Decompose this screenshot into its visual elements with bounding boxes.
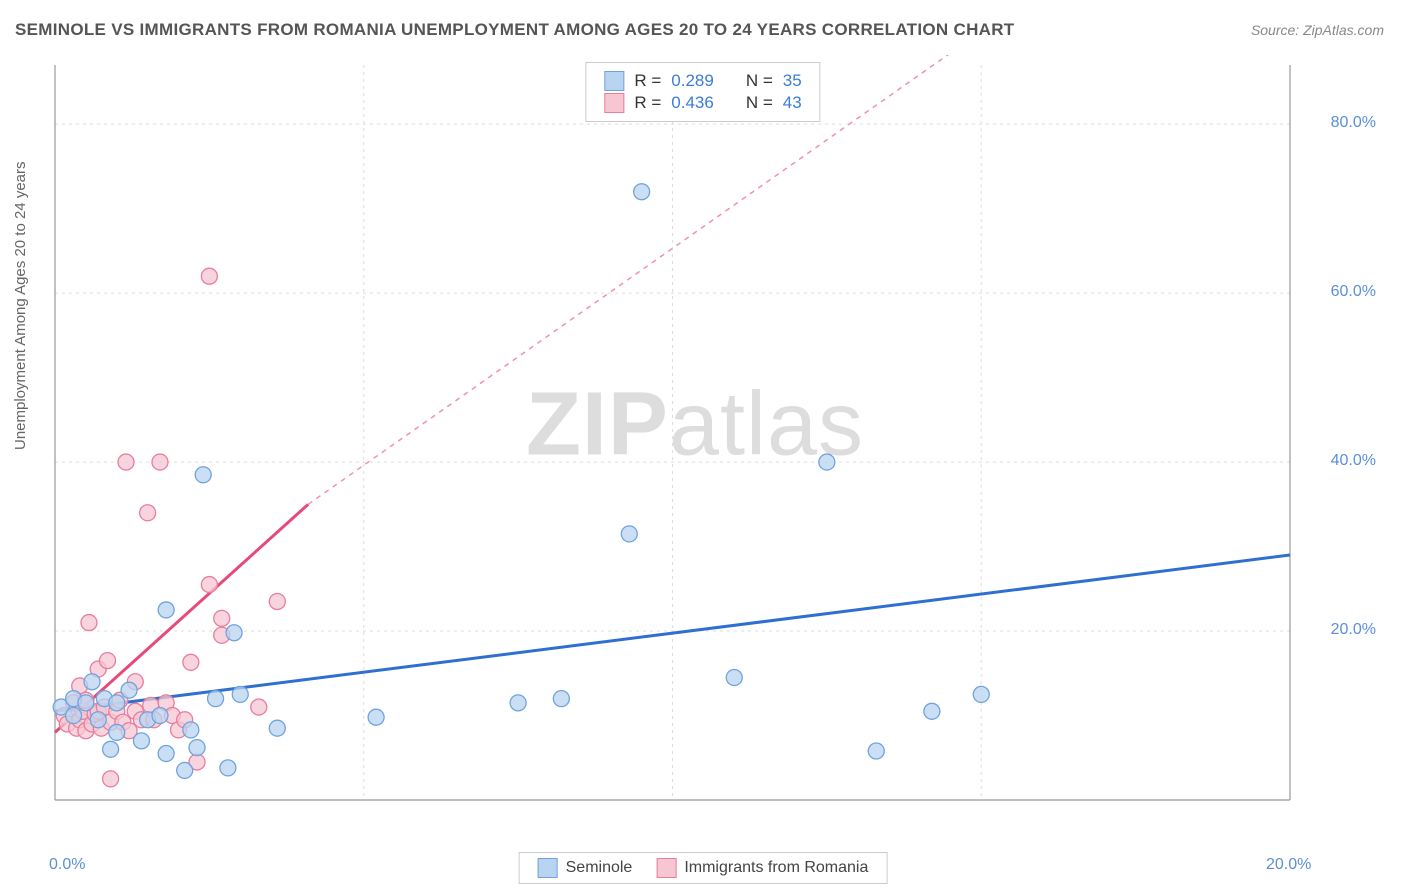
x-tick-label: 20.0% <box>1266 856 1311 874</box>
legend-n-label: N = <box>746 93 773 113</box>
y-tick-label: 40.0% <box>1331 452 1376 470</box>
correlation-legend: R = 0.289 N = 35 R = 0.436 N = 43 <box>585 62 820 122</box>
legend-swatch <box>604 71 624 91</box>
x-tick-label: 0.0% <box>49 856 85 874</box>
legend-swatch <box>656 858 676 878</box>
legend-n-label: N = <box>746 71 773 91</box>
legend-series-item: Seminole <box>538 858 633 878</box>
legend-n-value: 35 <box>783 71 802 91</box>
y-tick-label: 20.0% <box>1331 621 1376 639</box>
series-legend: Seminole Immigrants from Romania <box>519 852 888 884</box>
legend-n-value: 43 <box>783 93 802 113</box>
y-tick-label: 80.0% <box>1331 114 1376 132</box>
legend-series-label: Seminole <box>566 859 633 877</box>
y-axis-label: Unemployment Among Ages 20 to 24 years <box>12 161 29 450</box>
source-attribution: Source: ZipAtlas.com <box>1251 22 1384 38</box>
legend-swatch <box>604 93 624 113</box>
legend-correlation-row: R = 0.289 N = 35 <box>604 71 801 91</box>
legend-series-item: Immigrants from Romania <box>656 858 868 878</box>
legend-r-value: 0.436 <box>671 93 714 113</box>
chart-title: SEMINOLE VS IMMIGRANTS FROM ROMANIA UNEM… <box>15 20 1015 40</box>
legend-correlation-row: R = 0.436 N = 43 <box>604 93 801 113</box>
scatter-chart-svg <box>50 55 1340 825</box>
legend-r-value: 0.289 <box>671 71 714 91</box>
legend-swatch <box>538 858 558 878</box>
chart-plot-area: ZIPatlas <box>50 55 1340 825</box>
legend-r-label: R = <box>634 93 661 113</box>
legend-r-label: R = <box>634 71 661 91</box>
legend-series-label: Immigrants from Romania <box>684 859 868 877</box>
y-tick-label: 60.0% <box>1331 283 1376 301</box>
